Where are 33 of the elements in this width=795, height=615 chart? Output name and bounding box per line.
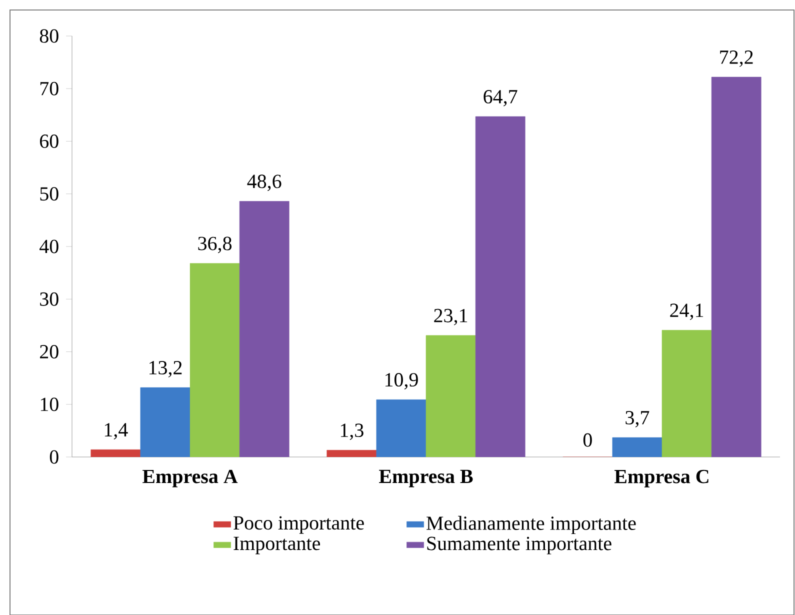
data-label: 24,1 bbox=[670, 303, 704, 320]
data-label: 72,2 bbox=[720, 50, 753, 67]
bar bbox=[475, 116, 526, 457]
data-label: 48,6 bbox=[247, 174, 282, 191]
legend-label: Poco importante bbox=[234, 516, 364, 534]
x-tick-label: Empresa B bbox=[379, 470, 473, 487]
data-label: 23,1 bbox=[434, 308, 468, 325]
data-label: 1,4 bbox=[104, 422, 128, 440]
y-tick-label: 80 bbox=[40, 29, 58, 43]
data-label: 3,7 bbox=[626, 410, 650, 428]
y-tick-label: 20 bbox=[40, 344, 58, 358]
bar bbox=[239, 200, 290, 457]
y-tick-label: 60 bbox=[40, 134, 58, 148]
bar bbox=[711, 76, 762, 457]
y-tick-label: 50 bbox=[40, 186, 58, 200]
bar bbox=[90, 449, 141, 457]
legend-label: Sumamente importante bbox=[427, 536, 612, 554]
x-tick-label: Empresa A bbox=[142, 470, 238, 488]
y-tick-label: 30 bbox=[40, 292, 58, 306]
data-label: 1,3 bbox=[340, 423, 364, 440]
bar bbox=[326, 450, 377, 457]
y-tick-label: 10 bbox=[40, 397, 58, 411]
x-tick-label: Empresa C bbox=[614, 470, 708, 488]
y-tick-label: 40 bbox=[40, 240, 58, 253]
data-label: 36,8 bbox=[198, 236, 232, 253]
data-label: 0 bbox=[583, 433, 592, 447]
data-label: 10,9 bbox=[385, 372, 418, 390]
y-tick-label: 0 bbox=[50, 450, 58, 464]
legend-label: Medianamente importante bbox=[426, 516, 636, 534]
data-label: 13,2 bbox=[149, 360, 182, 378]
y-tick-label: 70 bbox=[40, 82, 58, 96]
legend-label: Importante bbox=[234, 536, 320, 554]
data-label: 64,7 bbox=[484, 90, 518, 106]
